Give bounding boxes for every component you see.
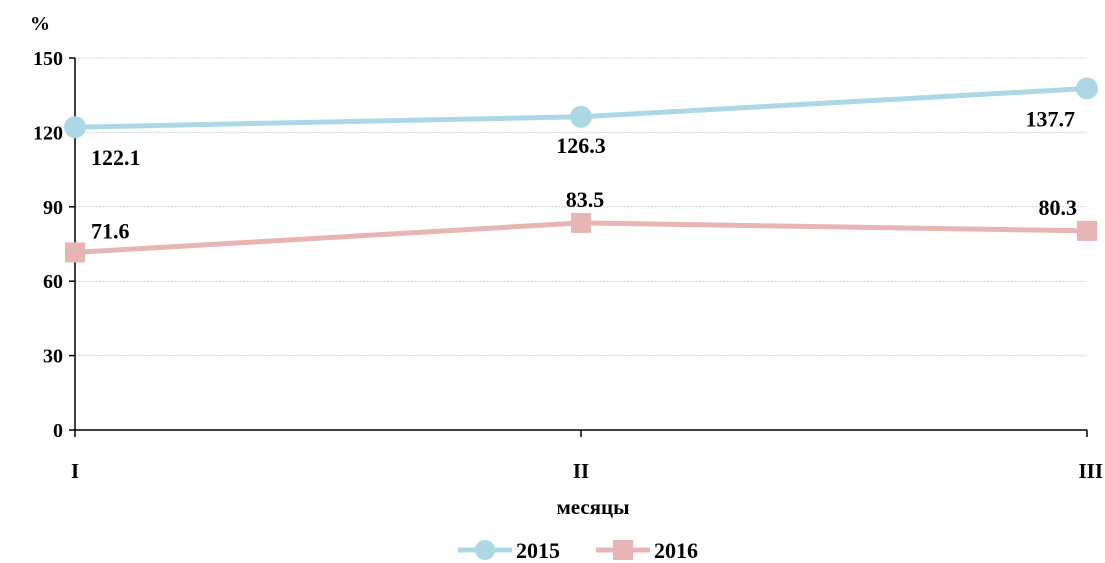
x-axis-ticks: I II III: [71, 430, 1103, 483]
legend-label-2015: 2015: [516, 538, 560, 563]
point-2015-2: [570, 105, 592, 128]
x-tick-label-1: I: [71, 459, 79, 483]
x-tick-label-3: III: [1078, 459, 1103, 483]
data-label-2015-3: 137.7: [1026, 107, 1076, 132]
point-2015-3: [1076, 77, 1098, 100]
gridlines: [75, 57, 1087, 357]
y-tick-label-90: 90: [43, 197, 63, 219]
point-2016-2: [571, 212, 591, 233]
data-label-2016-2: 83.5: [566, 187, 605, 212]
point-2016-1: [65, 242, 85, 263]
legend: 2015 2016: [458, 538, 698, 563]
data-label-2016-3: 80.3: [1039, 195, 1078, 220]
y-tick-label-0: 0: [53, 420, 63, 442]
y-tick-label-150: 150: [33, 48, 63, 70]
legend-label-2016: 2016: [654, 538, 698, 563]
legend-marker-2015: [475, 540, 495, 560]
point-2016-3: [1077, 220, 1097, 241]
point-2015-1: [64, 116, 86, 139]
x-tick-label-2: II: [573, 459, 589, 483]
x-axis-title: месяцы: [556, 495, 629, 519]
y-axis-ticks: 0 30 60 90 120 150: [33, 48, 75, 442]
legend-marker-2016: [613, 540, 633, 560]
data-label-2015-1: 122.1: [91, 145, 141, 170]
y-axis-unit: %: [30, 13, 50, 35]
y-tick-label-30: 30: [43, 346, 63, 368]
series-group: [64, 77, 1098, 263]
y-tick-label-120: 120: [33, 122, 63, 144]
data-label-2015-2: 126.3: [556, 133, 606, 158]
data-labels: 122.1 126.3 137.7 71.6 83.5 80.3: [91, 107, 1077, 244]
data-label-2016-1: 71.6: [91, 218, 130, 243]
y-tick-label-60: 60: [43, 271, 63, 293]
